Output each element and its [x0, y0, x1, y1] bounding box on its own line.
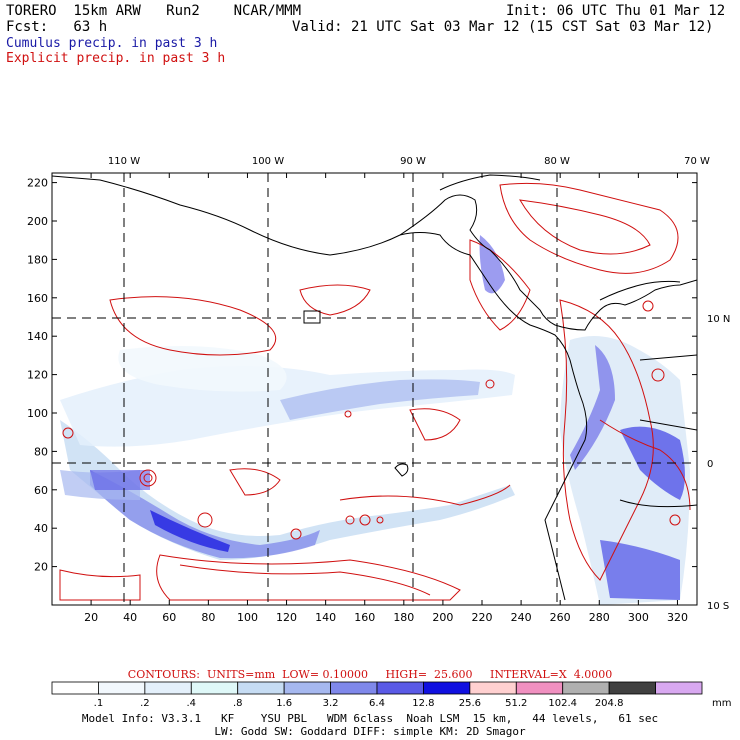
x-tick-label: 20: [84, 611, 98, 624]
x-tick-label: 80: [201, 611, 215, 624]
legend-cumulus: Cumulus precip. in past 3 h: [6, 36, 218, 51]
colorbar-swatch: [562, 681, 610, 695]
y-tick-label: 200: [27, 215, 48, 228]
colorbar-swatch: [144, 681, 192, 695]
x-axis: 20 40 60 80 100 120 140 160 180 200 220 240 260 280 30…: [84, 173, 688, 624]
y-tick-label: 180: [27, 253, 48, 266]
colorbar-swatch: [98, 681, 146, 695]
colorbar-swatch: [423, 681, 471, 695]
model-info-physics: LW: Godd SW: Goddard DIFF: simple KM: 2D…: [214, 725, 526, 738]
init-time: Init: 06 UTC Thu 01 Mar 12: [506, 3, 726, 19]
y-tick-label: 80: [34, 445, 48, 458]
cumulus-precip-field: [60, 235, 690, 605]
x-tick-label: 180: [393, 611, 414, 624]
forecast-hour: Fcst: 63 h: [6, 19, 108, 35]
colorbar-level-label: .1: [94, 698, 104, 709]
colorbar-level-label: 12.8: [412, 698, 434, 709]
y-tick-label: 20: [34, 561, 48, 574]
latitude-label: 10 N: [707, 314, 730, 325]
colorbar-swatch: [190, 681, 239, 695]
model-title: TORERO 15km ARW Run2 NCAR/MMM: [6, 3, 302, 19]
contour-info: CONTOURS: UNITS=mm LOW= 0.10000 HIGH= 25…: [127, 668, 613, 681]
longitude-label: 70 W: [684, 156, 710, 167]
colorbar-swatch: [51, 681, 99, 695]
colorbar-level-label: 102.4: [548, 698, 577, 709]
y-tick-label: 60: [34, 484, 48, 497]
model-info: Model Info: V3.3.1 KF YSU PBL WDM 6class…: [81, 712, 659, 725]
longitude-label: 110 W: [108, 156, 140, 167]
y-axis: 20 40 60 80 100 120 140 160 180 200 220: [27, 177, 697, 574]
valid-time: Valid: 21 UTC Sat 03 Mar 12 (15 CST Sat …: [292, 19, 714, 35]
y-tick-label: 220: [27, 177, 48, 190]
longitude-labels: 110 W 100 W 90 W 80 W 70 W: [108, 156, 710, 167]
x-tick-label: 220: [472, 611, 493, 624]
x-tick-label: 260: [550, 611, 571, 624]
x-tick-label: 160: [354, 611, 375, 624]
colorbar-unit: mm: [712, 698, 731, 709]
y-tick-label: 40: [34, 522, 48, 535]
colorbar-swatch: [330, 681, 378, 695]
x-tick-label: 240: [511, 611, 532, 624]
x-tick-label: 60: [162, 611, 176, 624]
plot-frame: [51, 172, 698, 606]
x-tick-label: 300: [628, 611, 649, 624]
latitude-label: 0: [707, 459, 713, 470]
legend-explicit: Explicit precip. in past 3 h: [6, 51, 226, 66]
x-tick-label: 100: [237, 611, 258, 624]
longitude-label: 80 W: [544, 156, 570, 167]
x-tick-label: 40: [123, 611, 137, 624]
longitude-label: 100 W: [252, 156, 284, 167]
colorbar-swatch: [608, 681, 656, 695]
x-tick-label: 140: [315, 611, 336, 624]
latitude-label: 10 S: [707, 601, 729, 612]
colorbar-level-label: 1.6: [276, 698, 292, 709]
x-tick-label: 320: [667, 611, 688, 624]
colorbar-level-label: 3.2: [323, 698, 339, 709]
explicit-precip-contours: [59, 182, 691, 601]
y-tick-label: 140: [27, 330, 48, 343]
colorbar-level-label: 51.2: [505, 698, 527, 709]
colorbar-swatch: [655, 681, 703, 695]
x-tick-label: 120: [276, 611, 297, 624]
longitude-label: 90 W: [400, 156, 426, 167]
coastlines: [52, 174, 697, 601]
colorbar-swatch: [376, 681, 424, 695]
colorbar-level-label: 204.8: [595, 698, 624, 709]
colorbar: .1 .2 .4 .8 1.6 3.2 6.4 12.8 25.6 51.2 102.4 204.8 m…: [51, 681, 731, 709]
colorbar-swatch: [237, 681, 285, 695]
colorbar-swatch: [469, 681, 517, 695]
x-tick-label: 200: [432, 611, 453, 624]
colorbar-swatch: [515, 681, 564, 695]
colorbar-level-label: 25.6: [459, 698, 481, 709]
y-tick-label: 120: [27, 369, 48, 382]
y-tick-label: 160: [27, 292, 48, 305]
colorbar-level-label: 6.4: [369, 698, 385, 709]
latitude-labels: 10 N 0 10 S: [707, 314, 730, 612]
x-tick-label: 280: [589, 611, 610, 624]
colorbar-swatch: [283, 681, 331, 695]
colorbar-level-label: .2: [140, 698, 150, 709]
latlon-grid: [52, 173, 697, 605]
colorbar-level-label: .8: [233, 698, 243, 709]
colorbar-level-label: .4: [187, 698, 197, 709]
y-tick-label: 100: [27, 407, 48, 420]
